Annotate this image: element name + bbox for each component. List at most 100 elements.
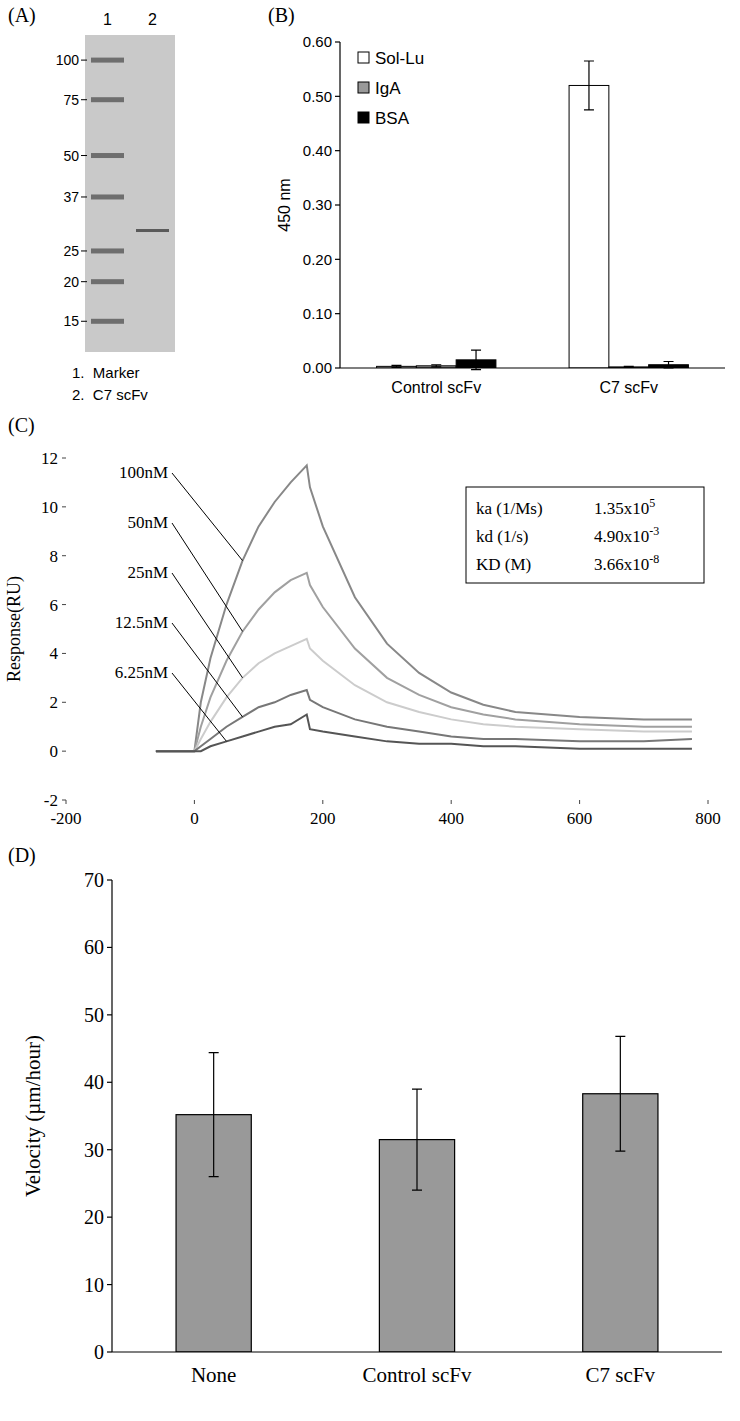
y-tick	[107, 1082, 112, 1083]
y-tick	[107, 879, 112, 880]
mantissa: 3.66x10	[594, 555, 649, 574]
y-tick-label: 50	[84, 1004, 104, 1026]
y-tick	[62, 506, 66, 507]
y-tick-label: 0.00	[303, 359, 332, 376]
exponent: 5	[649, 496, 655, 510]
marker-band	[91, 319, 124, 324]
legend-label: IgA	[375, 79, 401, 98]
y-axis-label: Response(RU)	[4, 576, 25, 682]
y-tick-label: -2	[44, 791, 58, 810]
annotation-label: KD (M)	[476, 555, 531, 574]
y-tick	[62, 458, 66, 459]
bar	[569, 85, 609, 368]
y-tick	[62, 604, 66, 605]
plot-area	[377, 85, 689, 368]
y-tick-label: 0	[94, 1341, 104, 1363]
x-tick-label: 200	[310, 809, 336, 828]
y-tick	[335, 259, 340, 260]
leader-line	[172, 573, 243, 678]
leader-line	[172, 623, 243, 717]
leader-line	[172, 523, 243, 631]
y-tick-label: 70	[84, 869, 104, 891]
figure: (A)121007550372520151. Marker2. C7 scFv(…	[0, 0, 740, 1421]
series-label: 100nM	[119, 463, 168, 482]
y-tick-label: 8	[50, 547, 59, 566]
error-bar	[431, 365, 441, 367]
lane-number: 2	[148, 11, 157, 28]
y-axis-label: Velocity (µm/hour)	[21, 1035, 45, 1197]
y-tick	[107, 1014, 112, 1015]
marker-band	[91, 97, 124, 102]
error-bar	[664, 361, 674, 368]
x-tick-label: 0	[190, 809, 199, 828]
marker-label: 100	[56, 52, 80, 68]
y-tick-label: 0.60	[303, 33, 332, 50]
marker-band	[91, 279, 124, 284]
y-tick	[107, 1149, 112, 1150]
y-tick-label: 10	[41, 498, 58, 517]
y-tick	[62, 702, 66, 703]
sample-band	[136, 229, 169, 232]
tick	[81, 155, 87, 156]
tick	[81, 196, 87, 197]
annotation-box	[466, 487, 704, 583]
y-tick-label: 10	[84, 1274, 104, 1296]
marker-band	[91, 153, 124, 158]
x-tick-label: 800	[695, 809, 721, 828]
marker-label: 25	[63, 243, 79, 259]
panel-label: (C)	[8, 414, 35, 437]
tick	[81, 250, 87, 251]
x-tick-label: C7 scFv	[599, 379, 658, 396]
annotation-label: kd (1/s)	[476, 527, 528, 546]
x-tick	[194, 800, 195, 804]
lane-name: 2. C7 scFv	[72, 386, 148, 403]
error-bar	[412, 1089, 422, 1190]
y-tick	[335, 313, 340, 314]
mantissa: 4.90x10	[594, 527, 649, 546]
marker-band	[91, 248, 124, 253]
annotation-value: 4.90x10-3	[594, 524, 659, 546]
error-bar	[209, 1053, 219, 1177]
y-tick-label: 12	[41, 449, 58, 468]
exponent: -3	[649, 524, 659, 538]
series-label: 6.25nM	[115, 663, 168, 682]
marker-band	[91, 194, 124, 199]
sensorgram	[156, 639, 692, 751]
y-tick	[62, 555, 66, 556]
exponent: -8	[649, 552, 659, 566]
y-tick	[62, 800, 66, 801]
error-bar	[615, 1036, 625, 1151]
legend-swatch	[358, 52, 369, 63]
y-tick	[107, 947, 112, 948]
leader-line	[172, 473, 243, 561]
legend-label: BSA	[375, 109, 410, 128]
x-tick-label: Control scFv	[362, 1363, 472, 1387]
leader-line	[172, 673, 227, 741]
y-tick	[107, 1351, 112, 1352]
tick	[81, 60, 87, 61]
panel-label: (B)	[268, 4, 295, 27]
panel-label: (D)	[8, 844, 36, 867]
marker-band	[91, 58, 124, 63]
x-tick-label: 600	[567, 809, 593, 828]
annotation-label: ka (1/Ms)	[476, 499, 543, 518]
marker-label: 15	[63, 313, 79, 329]
x-tick-label: C7 scFv	[586, 1363, 656, 1387]
x-tick	[66, 800, 67, 804]
series-label: 12.5nM	[115, 613, 168, 632]
y-tick-label: 30	[84, 1139, 104, 1161]
error-bar	[391, 365, 401, 367]
y-tick	[107, 1217, 112, 1218]
y-tick-label: 6	[50, 596, 59, 615]
y-axis	[111, 880, 112, 1352]
gel	[85, 35, 175, 352]
annotation-value: 3.66x10-8	[594, 552, 659, 574]
y-tick-label: 0.20	[303, 251, 332, 268]
marker-label: 75	[63, 92, 79, 108]
lane-name: 1. Marker	[72, 364, 140, 381]
x-tick-label: Control scFv	[391, 379, 481, 396]
legend-label: Sol-Lu	[375, 49, 424, 68]
error-bar	[584, 61, 594, 110]
y-tick-label: 0.40	[303, 142, 332, 159]
y-tick-label: 40	[84, 1071, 104, 1093]
